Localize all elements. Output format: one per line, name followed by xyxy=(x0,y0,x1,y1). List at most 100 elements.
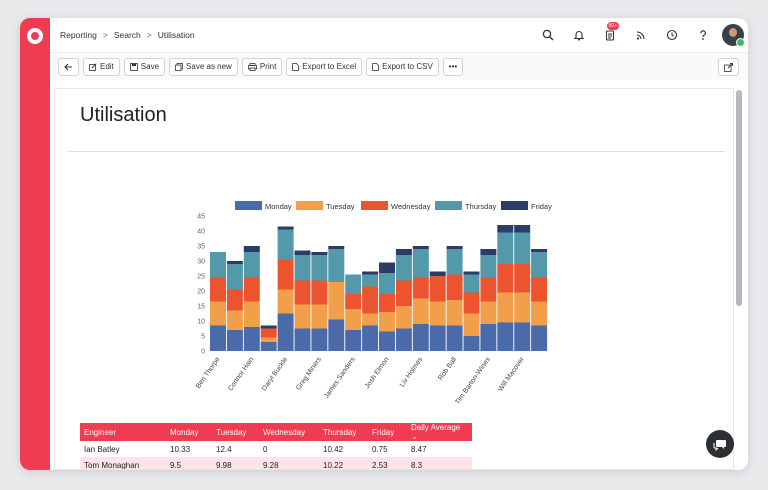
app-window: Reporting > Search > Utilisation 99+ xyxy=(20,18,748,470)
user-avatar[interactable] xyxy=(722,24,745,47)
bar-segment xyxy=(531,325,548,351)
table-header-friday[interactable]: Friday xyxy=(368,423,407,441)
bar-segment xyxy=(379,273,395,294)
sort-down-icon: ⌄ xyxy=(411,432,418,441)
bar-segment xyxy=(463,271,480,275)
y-tick-label: 25 xyxy=(197,274,205,281)
x-tick-label: Will Macover xyxy=(497,356,526,393)
more-options-button[interactable]: ••• xyxy=(442,57,464,76)
bar-segment xyxy=(379,294,395,312)
report-content: Utilisation Monday Tuesday Wednesday Thursd… xyxy=(54,88,734,470)
bar-segment xyxy=(328,249,345,282)
table-header-engineer[interactable]: Engineer xyxy=(80,423,166,441)
vertical-scrollbar[interactable] xyxy=(736,90,742,470)
legend-label: Wednesday xyxy=(391,202,431,211)
bar-segment xyxy=(243,277,260,302)
breadcrumb-separator-icon: > xyxy=(146,30,152,40)
utilisation-table: Engineer Monday Tuesday Wednesday Thursd… xyxy=(80,423,472,469)
bar-segment xyxy=(210,325,226,351)
table-cell: 10.33 xyxy=(170,444,191,454)
clock-icon[interactable] xyxy=(656,22,687,48)
export-csv-button-label: Export to CSV xyxy=(382,62,433,71)
table-row[interactable]: Tom Monaghan 9.5 9.98 9.28 10.22 2.53 8.… xyxy=(80,457,472,469)
bar-segment xyxy=(226,289,243,311)
x-tick-label: Rob Ball xyxy=(437,356,458,382)
edit-button[interactable]: Edit xyxy=(83,57,120,76)
bar-segment xyxy=(260,325,277,329)
export-excel-button[interactable]: Export to Excel xyxy=(286,57,363,76)
bar-segment xyxy=(277,226,294,230)
y-tick-label: 0 xyxy=(201,349,205,356)
bar-segment xyxy=(260,328,277,338)
bar-segment xyxy=(243,301,260,327)
table-cell: Tom Monaghan xyxy=(80,457,166,469)
daily-average-label: Daily Average xyxy=(411,423,461,432)
legend-swatch xyxy=(296,201,323,210)
table-cell: 9.98 xyxy=(212,457,259,469)
legend-label: Monday xyxy=(265,202,292,211)
y-tick-label: 20 xyxy=(197,289,205,296)
file-icon xyxy=(372,62,380,71)
bar-segment xyxy=(514,232,531,264)
table-cell: 8.47 xyxy=(411,444,427,454)
app-logo[interactable] xyxy=(27,28,43,44)
bar-segment xyxy=(311,255,328,281)
bar-segment xyxy=(514,292,531,323)
help-icon[interactable] xyxy=(687,22,718,48)
table-header-daily-average[interactable]: Daily Average ⌄ xyxy=(407,423,472,441)
x-tick-label: Greg Miners xyxy=(295,356,323,392)
table-header-thursday[interactable]: Thursday xyxy=(319,423,368,441)
bar-segment xyxy=(362,313,379,326)
bar-segment xyxy=(362,325,379,351)
export-csv-button[interactable]: Export to CSV xyxy=(366,57,439,76)
chat-button[interactable] xyxy=(706,430,734,458)
legend-label: Tuesday xyxy=(326,202,355,211)
y-tick-label: 35 xyxy=(197,244,205,251)
table-header-monday[interactable]: Monday xyxy=(166,423,212,441)
toolbar: Edit Save Save as new Print Export to Ex… xyxy=(50,52,748,80)
bar-segment xyxy=(412,277,429,299)
bar-segment xyxy=(446,300,463,326)
bar-segment xyxy=(412,246,429,249)
top-icons: 99+ xyxy=(532,22,745,48)
x-tick-label: Liv Holmes xyxy=(399,356,425,389)
legend-label: Friday xyxy=(531,202,552,211)
bar-segment xyxy=(311,328,328,351)
save-as-new-button[interactable]: Save as new xyxy=(169,57,238,76)
bar-segment xyxy=(429,276,446,302)
bar-segment xyxy=(277,259,294,290)
bar-segment xyxy=(345,309,362,330)
x-tick-label: Connor Hain xyxy=(227,356,255,392)
breadcrumb-item-reporting[interactable]: Reporting xyxy=(60,30,97,40)
bell-icon[interactable] xyxy=(563,22,594,48)
save-as-new-button-label: Save as new xyxy=(186,62,232,71)
breadcrumb-item-search[interactable]: Search xyxy=(113,30,141,40)
table-header-wednesday[interactable]: Wednesday xyxy=(259,423,319,441)
rss-icon[interactable] xyxy=(625,22,656,48)
table-cell: 10.42 xyxy=(323,444,344,454)
bar-segment xyxy=(379,331,395,351)
search-icon[interactable] xyxy=(532,22,563,48)
scrollbar-thumb[interactable] xyxy=(736,90,742,306)
bar-segment xyxy=(497,225,514,233)
table-row[interactable]: Ian Batley 10.33 12.4 0 10.42 0.75 8.47 xyxy=(80,441,472,457)
print-icon xyxy=(247,62,257,71)
table-cell: Ian Batley xyxy=(84,444,120,454)
print-button[interactable]: Print xyxy=(241,57,283,76)
bar-segment xyxy=(311,252,328,255)
bar-segment xyxy=(328,246,345,249)
legend-swatch xyxy=(501,201,528,210)
table-header-tuesday[interactable]: Tuesday xyxy=(212,423,259,441)
bar-segment xyxy=(345,294,362,309)
bar-segment xyxy=(345,330,362,351)
save-button[interactable]: Save xyxy=(123,57,166,76)
open-external-button[interactable] xyxy=(718,58,739,76)
bar-segment xyxy=(497,322,514,351)
bar-segment xyxy=(226,264,243,290)
y-tick-label: 30 xyxy=(197,259,205,266)
back-button[interactable] xyxy=(58,57,79,76)
table-cell: 12.4 xyxy=(216,444,232,454)
bar-segment xyxy=(294,280,311,305)
bar-segment xyxy=(328,319,345,351)
clipboard-icon[interactable]: 99+ xyxy=(594,22,625,48)
